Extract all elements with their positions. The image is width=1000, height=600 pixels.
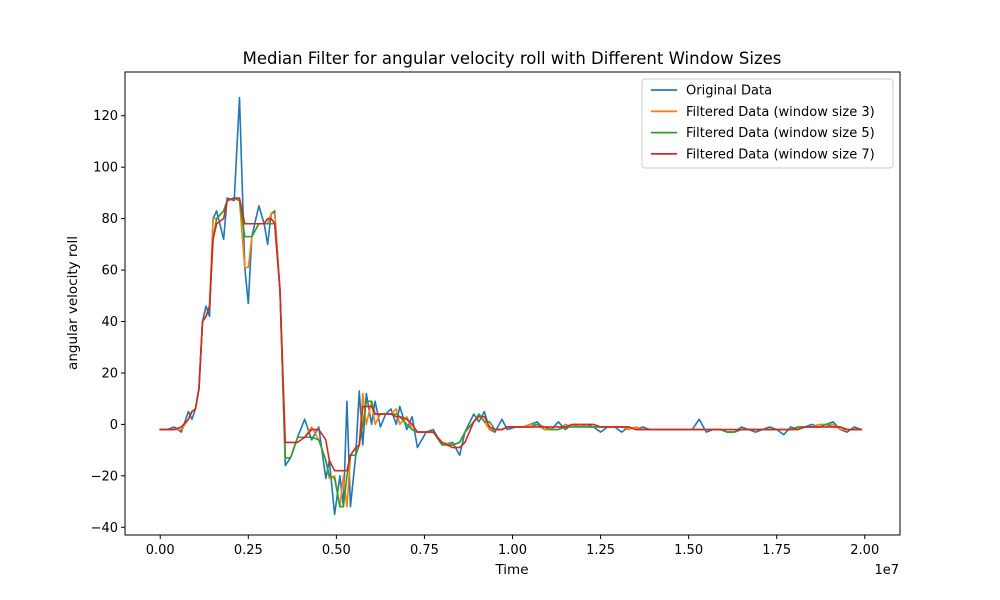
x-axis-label: Time xyxy=(494,562,528,578)
x-tick-label: 0.50 xyxy=(322,543,351,558)
chart-title: Median Filter for angular velocity roll … xyxy=(243,49,782,68)
x-axis: 0.00 0.25 0.50 0.75 1.00 1.25 1.50 1.75 2.00 xyxy=(146,535,879,558)
series-line-3 xyxy=(159,197,863,472)
x-tick-label: 1.75 xyxy=(762,543,791,558)
plot-area xyxy=(124,71,901,536)
y-axis: −40 −20 0 20 40 60 80 100 120 xyxy=(91,109,125,536)
legend-label-2: Filtered Data (window size 5) xyxy=(686,126,875,141)
x-tick-label: 2.00 xyxy=(850,543,879,558)
y-tick-label: 20 xyxy=(101,366,118,381)
y-tick-label: 40 xyxy=(101,315,118,330)
legend-box xyxy=(641,78,894,169)
y-tick-label: −40 xyxy=(91,521,118,536)
y-tick-label: 80 xyxy=(101,212,118,227)
y-tick-label: 0 xyxy=(110,418,118,433)
y-tick-label: 120 xyxy=(93,109,118,124)
y-tick-label: 60 xyxy=(101,264,118,279)
legend-label-1: Filtered Data (window size 3) xyxy=(686,105,875,120)
x-tick-label: 0.00 xyxy=(146,543,175,558)
series-line-2 xyxy=(159,197,863,508)
y-axis-label: angular velocity roll xyxy=(65,236,81,370)
x-tick-label: 1.00 xyxy=(498,543,527,558)
y-tick-label: −20 xyxy=(91,469,118,484)
series-layer xyxy=(159,96,863,516)
legend-label-3: Filtered Data (window size 7) xyxy=(686,147,875,162)
y-tick-label: 100 xyxy=(93,161,118,176)
x-tick-label: 0.25 xyxy=(234,543,263,558)
legend: Original Data Filtered Data (window size … xyxy=(641,78,894,169)
x-tick-label: 1.25 xyxy=(586,543,615,558)
legend-label-0: Original Data xyxy=(686,84,772,99)
x-tick-label: 1.50 xyxy=(674,543,703,558)
x-tick-label: 0.75 xyxy=(410,543,439,558)
x-axis-offset-label: 1e7 xyxy=(874,563,899,578)
